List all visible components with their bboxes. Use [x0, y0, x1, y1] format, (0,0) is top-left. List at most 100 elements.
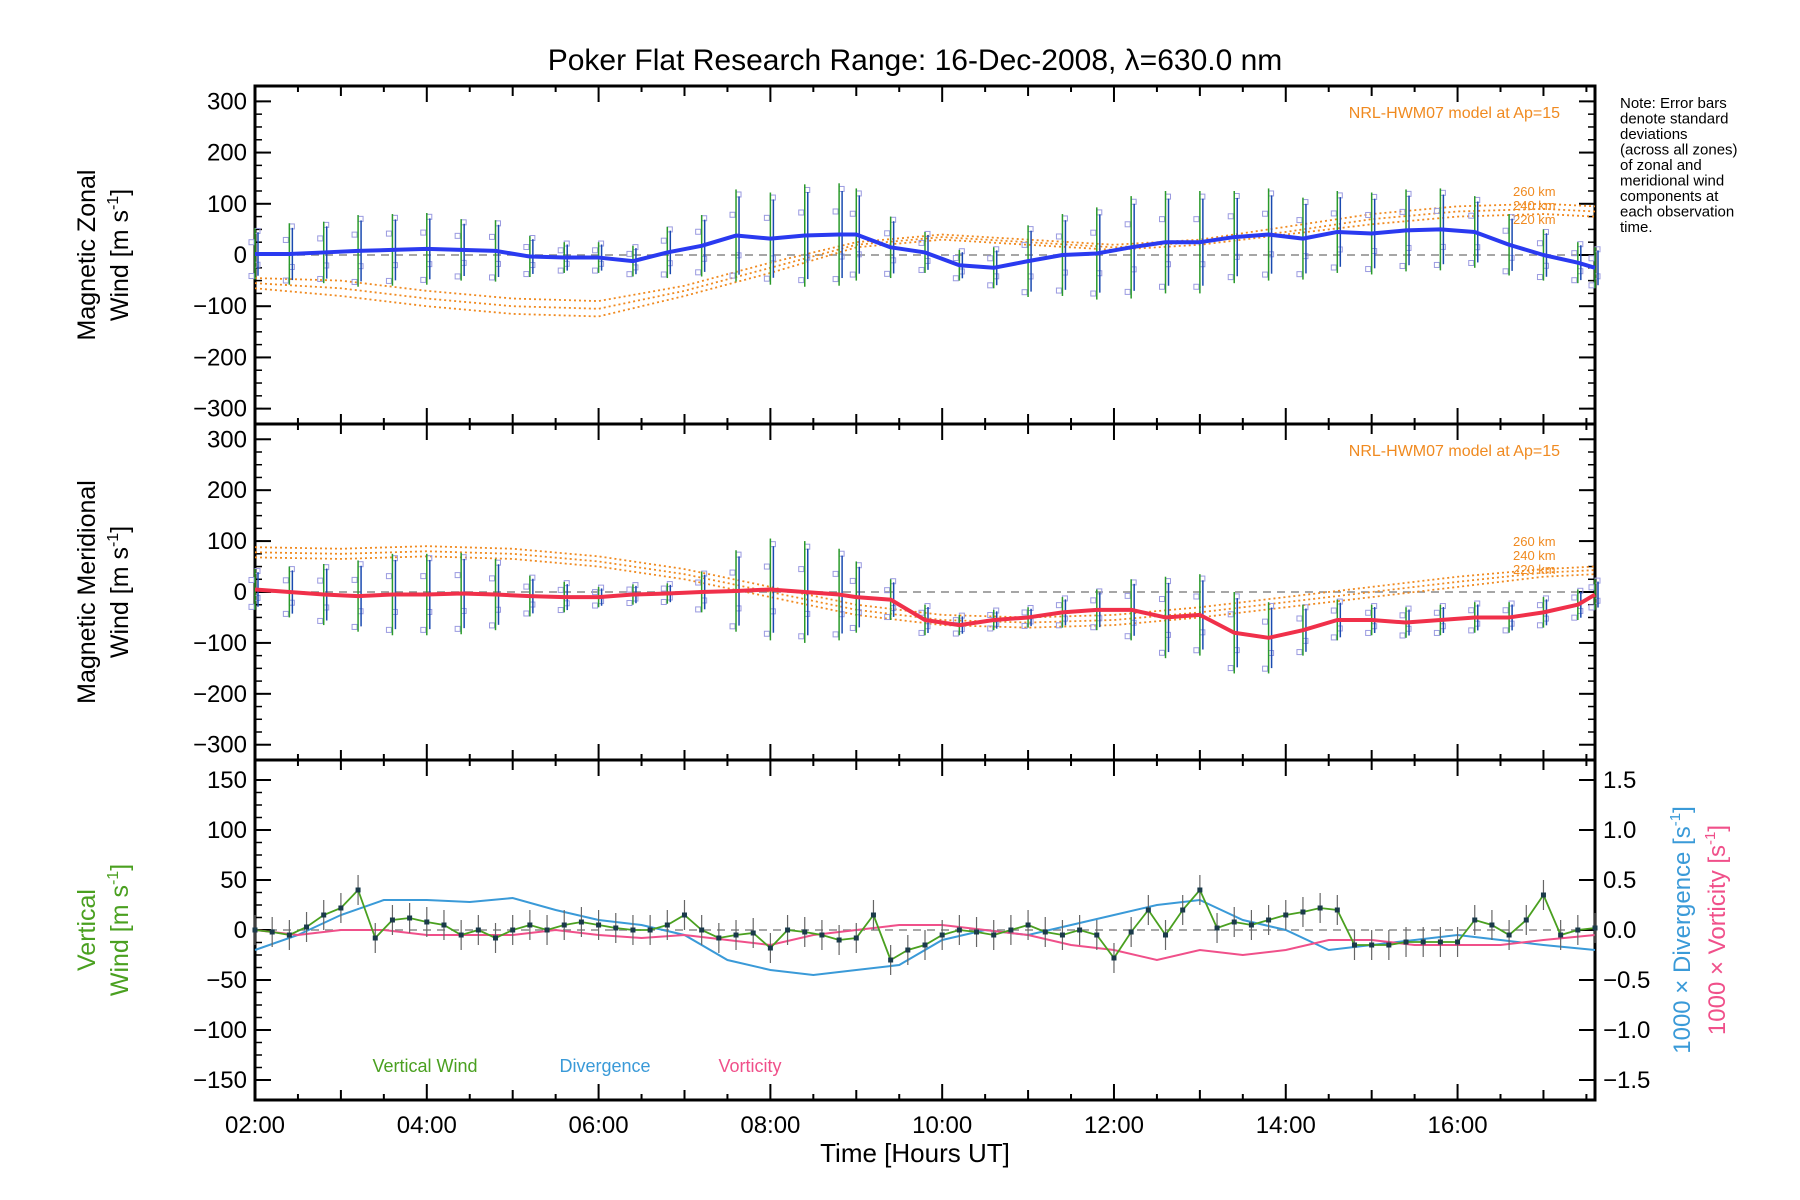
model-alt-label: 220 km: [1513, 562, 1556, 577]
vertical-wind-point: [1266, 917, 1272, 923]
vertical-wind-point: [1403, 939, 1409, 945]
vertical-wind-point: [1248, 922, 1254, 928]
vertical-wind-point: [1489, 922, 1495, 928]
scatter-square: [695, 579, 702, 586]
scatter-square: [351, 278, 358, 285]
scatter-square: [1399, 612, 1406, 619]
scatter-square: [987, 255, 994, 262]
scatter-square: [1159, 649, 1166, 656]
note-line: of zonal and: [1620, 157, 1702, 174]
vertical-wind-point: [613, 925, 619, 931]
scatter-square: [1055, 233, 1062, 240]
scatter-square: [1571, 614, 1578, 621]
y-axis-label: Wind [m s-1]: [105, 526, 134, 658]
scatter-square: [1193, 593, 1200, 600]
y-tick-label: 300: [207, 88, 247, 115]
y-tick-label: 100: [207, 528, 247, 555]
scatter-square: [660, 598, 667, 605]
note-line: denote standard: [1620, 111, 1728, 128]
scatter-square: [1193, 647, 1200, 654]
x-tick-label: 08:00: [740, 1112, 800, 1139]
y-tick-label: 150: [207, 767, 247, 794]
vertical-wind-point: [424, 919, 430, 925]
scatter-square: [1588, 255, 1595, 262]
y-tick-label: 50: [220, 867, 247, 894]
scatter-square: [420, 626, 427, 633]
scatter-square: [832, 208, 839, 215]
scatter-square: [884, 230, 891, 237]
vorticity-line: [254, 924, 1596, 962]
scatter-square: [489, 233, 496, 240]
scatter-square: [282, 236, 289, 243]
vertical-wind-point: [767, 945, 773, 951]
scatter-square: [1055, 602, 1062, 609]
scatter-square: [1365, 266, 1372, 273]
vertical-wind-point: [1008, 927, 1014, 933]
scatter-square: [1330, 634, 1337, 641]
scatter-square: [626, 250, 633, 257]
scatter-square: [454, 273, 461, 280]
scatter-square: [1571, 277, 1578, 284]
scatter-square: [849, 624, 856, 631]
y-tick-label: 0: [234, 242, 247, 269]
vertical-wind-point: [1420, 939, 1426, 945]
vertical-wind-point: [888, 957, 894, 963]
scatter-square: [385, 277, 392, 284]
scatter-square: [1433, 207, 1440, 214]
scatter-square: [884, 614, 891, 621]
y-tick-label: 200: [207, 477, 247, 504]
scatter-square: [385, 573, 392, 580]
meridional-wind-line: [254, 587, 1597, 640]
note-line: components at: [1620, 188, 1719, 205]
scatter-square: [952, 254, 959, 261]
vertical-wind-point: [699, 927, 705, 933]
scatter-square: [1124, 288, 1131, 295]
scatter-square: [282, 577, 289, 584]
zonal-wind-line: [255, 227, 1596, 270]
vertical-wind-point: [733, 932, 739, 938]
scatter-square: [1330, 607, 1337, 614]
vertical-wind-point: [286, 932, 292, 938]
vertical-wind-point: [510, 927, 516, 933]
vertical-wind-point: [1455, 939, 1461, 945]
scatter-square: [832, 276, 839, 283]
x-axis-label: Time [Hours UT]: [820, 1138, 1010, 1168]
scatter-square: [557, 247, 564, 254]
scatter-square: [1365, 211, 1372, 218]
scatter-square: [763, 630, 770, 637]
scatter-square: [1159, 216, 1166, 223]
vertical-wind-point: [819, 932, 825, 938]
scatter-square: [660, 237, 667, 244]
note-line: each observation: [1620, 204, 1734, 221]
vertical-wind-point: [905, 947, 911, 953]
scatter-square: [695, 606, 702, 613]
scatter-square: [1296, 649, 1303, 656]
note-line: deviations: [1620, 126, 1688, 143]
scatter-square: [1159, 596, 1166, 603]
model-alt-label: 220 km: [1513, 212, 1556, 227]
scatter-square: [1262, 210, 1269, 217]
scatter-square: [248, 603, 255, 610]
vertical-wind-point: [1523, 917, 1529, 923]
scatter-square: [592, 267, 599, 274]
scatter-square: [351, 231, 358, 238]
scatter-square: [660, 271, 667, 278]
scatter-square: [1090, 290, 1097, 297]
y2-tick-label: −1.5: [1603, 1067, 1650, 1094]
scatter-square: [420, 229, 427, 236]
scatter-square: [282, 277, 289, 284]
scatter-square: [317, 275, 324, 282]
scatter-square: [1468, 627, 1475, 634]
vertical-wind-point: [870, 912, 876, 918]
y-tick-label: 100: [207, 191, 247, 218]
scatter-square: [1021, 609, 1028, 616]
scatter-square: [1262, 665, 1269, 672]
legend-entry: Divergence: [559, 1056, 650, 1076]
vertical-wind-point: [1163, 932, 1169, 938]
vertical-wind-point: [355, 887, 361, 893]
scatter-square: [884, 587, 891, 594]
scatter-square: [849, 577, 856, 584]
scatter-square: [454, 625, 461, 632]
scatter-square: [1571, 594, 1578, 601]
y2-tick-label: −1.0: [1603, 1017, 1650, 1044]
